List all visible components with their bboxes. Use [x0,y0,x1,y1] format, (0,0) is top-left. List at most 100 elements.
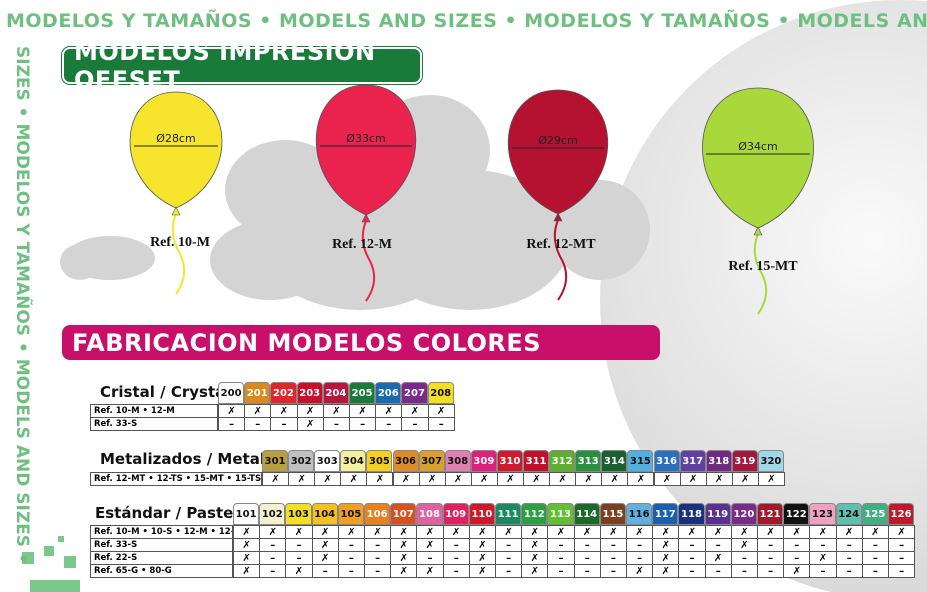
row-label: Ref. 33-S [90,538,233,552]
availability-cell: – [416,551,444,565]
knot [753,226,763,236]
color-code: 202 [270,382,297,404]
balloon [507,89,609,215]
availability-cell: ✗ [861,525,889,539]
availability-cell: ✗ [259,525,287,539]
balloons: Ø28cm Ref. 10-M Ø33cm Ref. 12-M Ø29cm Ref. 12… [129,84,814,315]
availability-cell: – [757,538,785,552]
availability-cell: ✗ [653,472,681,486]
availability-cell: ✗ [730,525,758,539]
color-code: 302 [288,450,315,472]
availability-cell: – [337,551,365,565]
availability-cell: ✗ [705,472,733,486]
availability-cell: ✗ [296,417,324,431]
table-title: Metalizados / Metallic [100,450,285,468]
availability-cell: ✗ [678,525,706,539]
string [361,220,376,302]
availability-cell: ✗ [392,472,420,486]
string [171,213,186,295]
availability-cell: ✗ [390,551,418,565]
availability-cell: ✗ [349,404,377,418]
availability-cell: – [783,538,811,552]
availability-cell: – [285,538,313,552]
availability-cell: – [547,564,575,578]
availability-cell: ✗ [233,538,261,552]
availability-cell: ✗ [311,538,339,552]
availability-cell: – [809,564,837,578]
color-code: 111 [495,503,522,525]
availability-cell: – [401,417,429,431]
color-code: 108 [416,503,443,525]
availability-cell: ✗ [390,564,418,578]
string [753,233,768,315]
banner-top: MODELOS Y TAMAÑOS • MODELS AND SIZES • M… [6,10,927,32]
availability-cell: ✗ [296,404,324,418]
availability-cell: – [730,564,758,578]
availability-cell: – [495,551,523,565]
balloon [702,87,814,229]
availability-cell: – [442,564,470,578]
availability-cell: – [270,417,298,431]
availability-cell: ✗ [285,564,313,578]
availability-cell: – [547,551,575,565]
color-code: 117 [652,503,679,525]
color-code: 306 [392,450,419,472]
availability-cell: – [757,551,785,565]
availability-cell: ✗ [366,472,394,486]
color-code: 313 [575,450,602,472]
availability-cell: ✗ [835,525,863,539]
color-code: 102 [259,503,286,525]
availability-cell: – [678,564,706,578]
color-code: 303 [314,450,341,472]
availability-cell: – [599,551,627,565]
balloon [129,91,223,209]
diameter: Ø34cm [738,140,777,153]
availability-cell: – [259,564,287,578]
availability-cell: – [259,551,287,565]
availability-cell: ✗ [626,525,654,539]
color-code: 305 [366,450,393,472]
availability-cell: ✗ [521,525,549,539]
availability-cell: ✗ [470,472,498,486]
availability-cell: – [704,564,732,578]
color-code: 106 [364,503,391,525]
color-code: 203 [296,382,323,404]
availability-cell: – [730,551,758,565]
availability-cell: – [861,551,889,565]
balloon-ref: Ref. 12-M [332,237,392,252]
availability-cell: ✗ [311,525,339,539]
balloon-ref: Ref. 15-MT [728,259,798,274]
availability-cell: – [599,538,627,552]
color-code: 301 [262,450,289,472]
color-code: 126 [888,503,915,525]
availability-cell: ✗ [233,551,261,565]
color-code: 308 [444,450,471,472]
row-label: Ref. 12-MT • 12-TS • 15-MT • 15-TS [90,472,262,486]
availability-cell: – [809,538,837,552]
availability-cell: ✗ [442,525,470,539]
availability-cell: ✗ [311,551,339,565]
color-code: 122 [783,503,810,525]
availability-cell: – [259,538,287,552]
availability-cell: ✗ [285,525,313,539]
row-label: Ref. 22-S [90,551,233,565]
color-code: 316 [653,450,680,472]
row-label: Ref. 33-S [90,417,218,431]
color-code: 205 [349,382,376,404]
availability-cell: ✗ [521,551,549,565]
availability-cell: ✗ [468,551,496,565]
availability-cell: ✗ [809,525,837,539]
availability-cell: ✗ [599,525,627,539]
color-code: 101 [233,503,260,525]
availability-cell: ✗ [809,551,837,565]
availability-cell: ✗ [783,564,811,578]
diameter: Ø28cm [156,132,195,145]
availability-cell: – [244,417,272,431]
availability-cell: ✗ [270,404,298,418]
diameter: Ø33cm [346,132,385,145]
availability-cell: ✗ [679,472,707,486]
availability-cell: – [888,538,916,552]
availability-cell: – [573,538,601,552]
color-code: 200 [218,382,245,404]
